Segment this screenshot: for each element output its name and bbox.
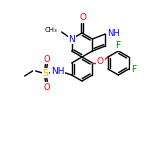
Text: S: S xyxy=(43,69,48,78)
Text: F: F xyxy=(131,66,136,74)
Text: O: O xyxy=(97,57,104,67)
Text: O: O xyxy=(79,14,86,22)
Text: N: N xyxy=(68,35,75,43)
Text: O: O xyxy=(43,55,50,64)
Text: CH₃: CH₃ xyxy=(45,27,58,33)
Text: O: O xyxy=(43,83,50,92)
Text: F: F xyxy=(115,41,120,50)
Text: NH: NH xyxy=(107,29,120,38)
Text: NH: NH xyxy=(51,67,64,76)
